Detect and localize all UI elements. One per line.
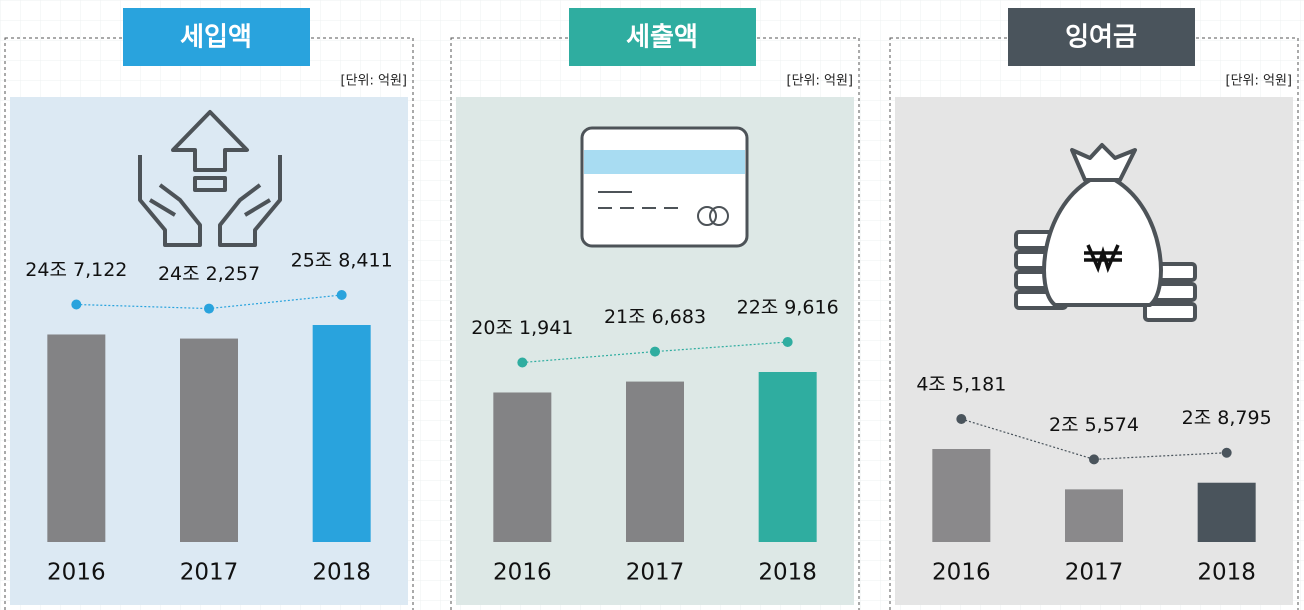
value-label: 20조 1,941 — [471, 317, 573, 339]
panel: 세입액 [단위: 억원] 2016 2017 2018 24조 7,122 24조 2,25… — [4, 8, 414, 610]
icon-lines — [598, 191, 678, 209]
trend-dot — [956, 414, 967, 424]
icon-won — [1084, 244, 1122, 274]
bar — [180, 338, 238, 542]
value-label: 25조 8,411 — [291, 250, 393, 272]
panel-title: 세입액 — [180, 23, 252, 53]
panel: 세출액 [단위: 억원] 2016 2017 2018 20조 1,941 21조 6,68… — [450, 8, 860, 610]
value-label: 2조 5,574 — [1049, 414, 1139, 436]
title-box — [123, 8, 310, 66]
bar — [493, 392, 552, 542]
category-label: 2016 — [932, 560, 991, 586]
trend-dot — [71, 299, 82, 310]
trend-dot — [650, 346, 660, 357]
trend-dot — [1089, 454, 1099, 465]
unit-label: [단위: 억원] — [341, 74, 408, 89]
panel: 잉여금 [단위: 억원] 2016 2017 2018 4조 5,181 2조 5,574 2… — [889, 8, 1299, 610]
icon-hand — [218, 155, 282, 247]
trend-dot — [517, 357, 528, 368]
bar — [1197, 482, 1256, 542]
panel-title: 세출액 — [626, 23, 698, 53]
title-box — [1008, 8, 1195, 66]
icon-stripe — [584, 150, 745, 174]
icon-hand — [138, 155, 202, 247]
icon-arrow — [171, 110, 249, 172]
trend-dot — [1221, 447, 1232, 458]
bar — [626, 381, 684, 542]
bar — [932, 449, 991, 542]
category-label: 2018 — [1197, 560, 1256, 586]
trend-dot — [204, 303, 214, 314]
category-label: 2017 — [626, 560, 685, 586]
value-label: 21조 6,683 — [604, 306, 706, 328]
icon-box — [193, 176, 227, 192]
trend-dot — [782, 337, 793, 347]
category-label: 2016 — [47, 560, 106, 586]
icon-bag — [1042, 178, 1163, 307]
category-label: 2017 — [180, 560, 239, 586]
icon-chip — [709, 206, 729, 226]
trend-dot — [336, 290, 347, 300]
category-label: 2018 — [312, 560, 371, 586]
bar — [312, 325, 371, 542]
bar — [1065, 489, 1123, 542]
icon-knot — [1070, 143, 1137, 182]
panel-title: 잉여금 — [1065, 23, 1137, 53]
icon-coin — [1143, 302, 1197, 322]
value-label: 4조 5,181 — [916, 374, 1006, 396]
icon-chip — [697, 206, 717, 226]
value-label: 24조 7,122 — [25, 259, 127, 281]
icon-card — [580, 126, 749, 248]
category-label: 2016 — [493, 560, 552, 586]
category-label: 2017 — [1065, 560, 1124, 586]
category-label: 2018 — [758, 560, 817, 586]
bar — [47, 334, 106, 542]
unit-label: [단위: 억원] — [787, 74, 854, 89]
bar — [758, 372, 817, 542]
value-label: 22조 9,616 — [737, 297, 839, 319]
title-box — [569, 8, 756, 66]
value-label: 24조 2,257 — [158, 263, 260, 285]
unit-label: [단위: 억원] — [1226, 74, 1293, 89]
value-label: 2조 8,795 — [1182, 407, 1272, 429]
